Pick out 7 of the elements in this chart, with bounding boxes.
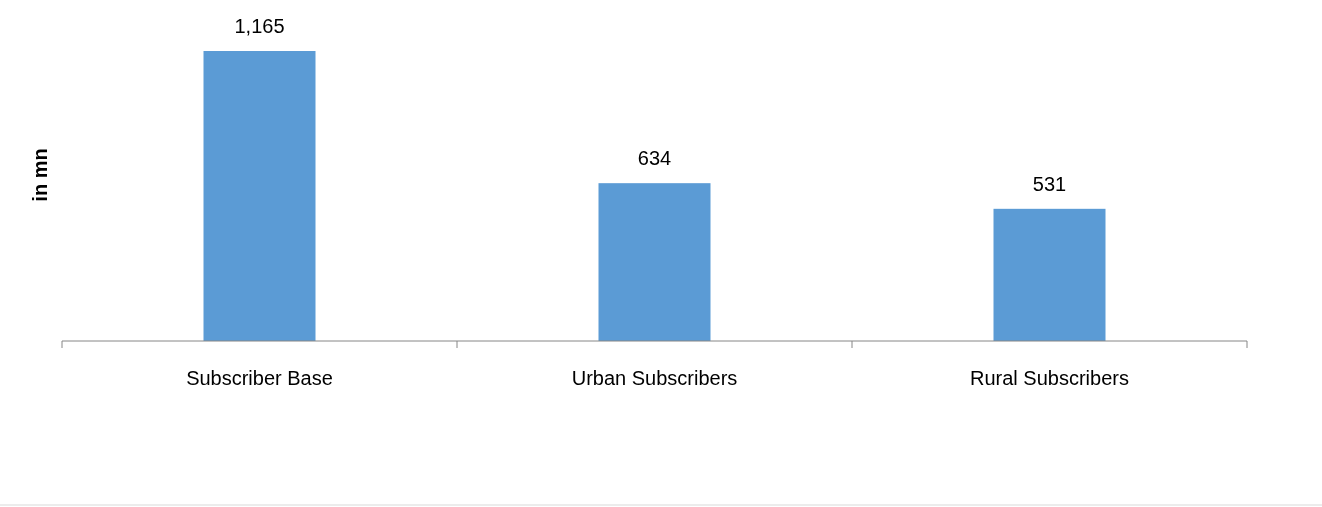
data-label: 1,165	[234, 15, 285, 37]
x-tick-label: Rural Subscribers	[970, 367, 1129, 389]
data-label: 634	[637, 147, 672, 170]
x-tick-label: Urban Subscribers	[571, 367, 738, 389]
data-label: 531	[1032, 172, 1067, 195]
x-tick-label: Subscriber Base	[186, 367, 333, 389]
y-axis-title: in mn	[29, 148, 51, 202]
